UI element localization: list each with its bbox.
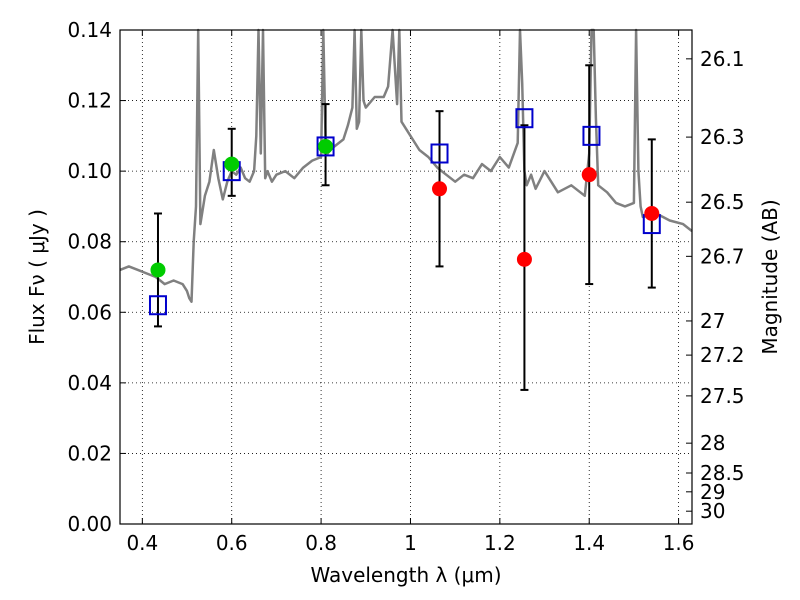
detected-point	[150, 262, 166, 278]
model-square-marker	[316, 136, 335, 157]
y-tick-label: 0.10	[67, 159, 112, 183]
magnitude-tick-label: 30	[700, 499, 725, 523]
magnitude-axis-label: Magnitude (AB)	[758, 199, 782, 354]
model-square-marker	[582, 125, 601, 146]
magnitude-tick-label: 26.7	[700, 244, 745, 268]
red-point	[432, 181, 448, 197]
y-tick-label: 0.06	[67, 300, 112, 324]
red-point	[644, 205, 660, 221]
model-square-marker	[430, 143, 449, 164]
marker-layer	[148, 108, 661, 316]
y-tick-label: 0.14	[67, 18, 112, 42]
red-point	[581, 167, 597, 183]
magnitude-tick-label: 27	[700, 309, 725, 333]
x-axis-label: Wavelength λ (μm)	[310, 563, 501, 587]
x-tick-label: 1.4	[573, 531, 605, 555]
magnitude-tick-label: 26.3	[700, 125, 745, 149]
tick-layer: 0.4 0.6 0.8 1 1.2 1.4 1.6 0.00 0.02 0.04 0.06 0.08 0…	[67, 18, 744, 555]
x-tick-label: 0.6	[216, 531, 248, 555]
y-tick-label: 0.04	[67, 371, 112, 395]
magnitude-tick-label: 26.5	[700, 190, 745, 214]
magnitude-tick-label: 27.2	[700, 343, 745, 367]
magnitude-tick-label: 29	[700, 480, 725, 504]
x-tick-label: 0.4	[126, 531, 158, 555]
model-square-marker	[515, 108, 534, 129]
y-tick-label: 0.08	[67, 230, 112, 254]
red-point	[516, 251, 532, 267]
magnitude-tick-label: 27.5	[700, 384, 745, 408]
detected-point	[224, 156, 240, 172]
magnitude-tick-label: 28.5	[700, 461, 745, 485]
spectrum-layer	[119, 28, 693, 303]
y-tick-label: 0.12	[67, 89, 112, 113]
magnitude-tick-label: 28	[700, 431, 725, 455]
magnitude-tick-label: 26.1	[700, 47, 745, 71]
model-square-marker	[148, 295, 167, 316]
y-tick-label: 0.00	[67, 512, 112, 536]
x-tick-label: 1.2	[484, 531, 516, 555]
y-axis-label: Flux Fν ( μJy )	[25, 209, 49, 345]
y-tick-label: 0.02	[67, 441, 112, 465]
x-tick-label: 1.6	[663, 531, 695, 555]
x-tick-label: 0.8	[305, 531, 337, 555]
detected-point	[318, 138, 334, 154]
plot-frame	[119, 29, 693, 525]
x-tick-label: 1	[404, 531, 417, 555]
spectrum-line	[119, 28, 693, 303]
